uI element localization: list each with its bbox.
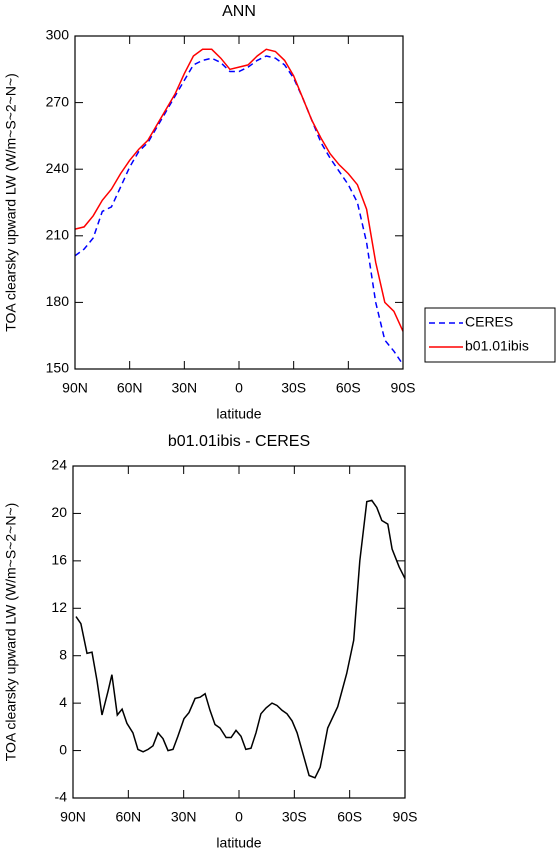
x-tick-label: 60N <box>115 809 141 825</box>
y-tick-label: 12 <box>51 599 67 615</box>
x-axis-label: latitude <box>216 406 261 422</box>
y-tick-label: 270 <box>46 93 70 109</box>
x-tick-label: 60S <box>337 809 362 825</box>
y-tick-label: 16 <box>51 552 67 568</box>
y-tick-label: 180 <box>46 293 70 309</box>
plot-frame <box>72 465 406 799</box>
y-tick-label: 210 <box>46 227 70 243</box>
x-tick-label: 90N <box>62 380 88 396</box>
y-tick-label: 0 <box>59 741 67 757</box>
x-tick-label: 0 <box>235 809 243 825</box>
y-tick-label: 8 <box>59 646 67 662</box>
legend-box <box>424 307 556 363</box>
x-tick-label: 30S <box>281 380 306 396</box>
plot-frame <box>74 35 404 370</box>
legend-label: CERES <box>465 314 513 330</box>
y-tick-label: 300 <box>46 27 70 43</box>
x-tick-label: 30N <box>171 809 197 825</box>
legend-label: b01.01ibis <box>465 338 529 354</box>
y-tick-label: -4 <box>55 789 68 805</box>
x-tick-label: 0 <box>235 380 243 396</box>
chart-title: b01.01ibis - CERES <box>168 433 310 450</box>
x-tick-label: 60S <box>336 380 361 396</box>
y-axis-label: TOA clearsky upward LW (W/m~S~2~N~) <box>3 73 19 332</box>
data-line <box>74 48 404 332</box>
y-tick-label: 20 <box>51 504 67 520</box>
x-tick-label: 90S <box>391 380 416 396</box>
x-tick-label: 30N <box>171 380 197 396</box>
y-tick-label: 24 <box>51 457 67 473</box>
y-tick-label: 240 <box>46 160 70 176</box>
data-line <box>74 55 404 366</box>
y-tick-label: 150 <box>46 360 70 376</box>
chart-title: ANN <box>222 3 256 20</box>
x-tick-label: 90N <box>60 809 86 825</box>
legend: CERES b01.01ibis <box>424 307 556 363</box>
data-line <box>75 499 406 779</box>
x-tick-label: 60N <box>117 380 143 396</box>
y-tick-label: 4 <box>59 694 67 710</box>
y-axis-label: TOA clearsky upward LW (W/m~S~2~N~) <box>3 503 19 762</box>
x-tick-label: 90S <box>393 809 418 825</box>
x-axis-label: latitude <box>216 835 261 851</box>
x-tick-label: 30S <box>282 809 307 825</box>
